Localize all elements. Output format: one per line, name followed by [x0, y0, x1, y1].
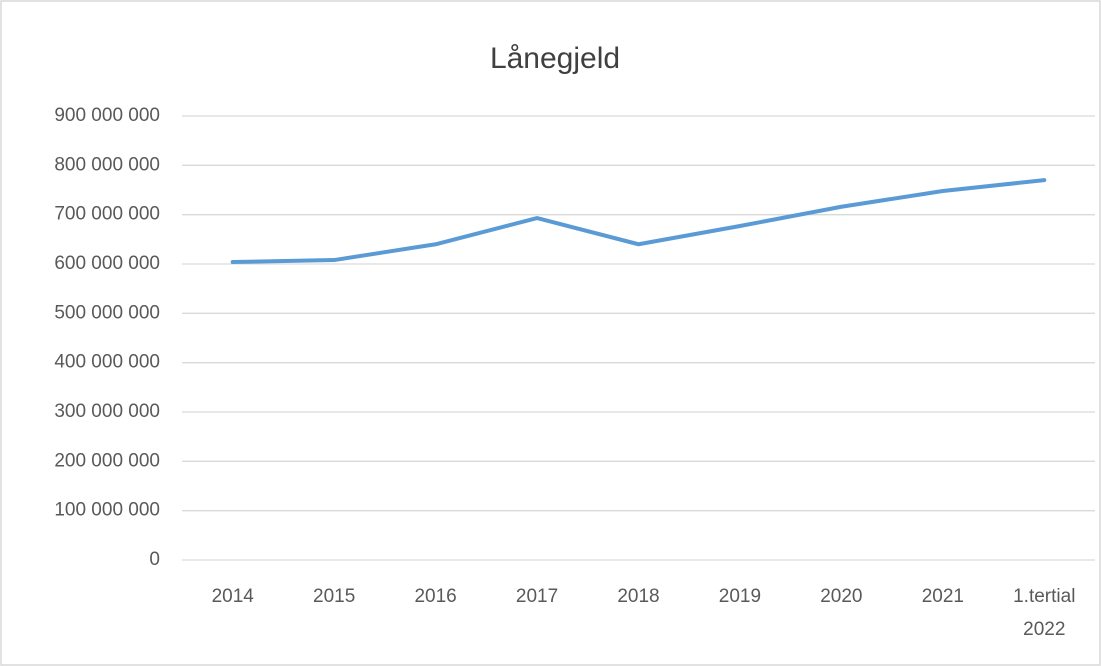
x-tick-label: 2015 [313, 586, 355, 607]
x-tick-label: 2021 [922, 586, 964, 607]
x-tick-label: 2017 [516, 586, 558, 607]
y-tick-label: 300 000 000 [54, 401, 160, 422]
x-tick-label: 2020 [820, 586, 862, 607]
x-tick-label: 2019 [719, 586, 761, 607]
y-tick-label: 600 000 000 [54, 253, 160, 274]
data-line [230, 178, 1047, 265]
y-tick-label: 0 [149, 549, 160, 570]
chart-title: Lånegjeld [490, 42, 620, 75]
y-tick-label: 100 000 000 [54, 500, 160, 521]
y-tick-label: 700 000 000 [54, 204, 160, 225]
x-tick-label: 1.tertial 2022 [1013, 586, 1075, 640]
y-tick-label: 800 000 000 [54, 154, 160, 175]
x-tick-label: 2014 [212, 586, 255, 607]
x-tick-label: 2016 [414, 586, 456, 607]
y-tick-label: 900 000 000 [54, 105, 160, 126]
y-tick-label: 500 000 000 [54, 302, 160, 323]
y-tick-label: 400 000 000 [54, 352, 160, 373]
y-tick-label: 200 000 000 [54, 450, 160, 471]
x-tick-label: 2018 [617, 586, 659, 607]
